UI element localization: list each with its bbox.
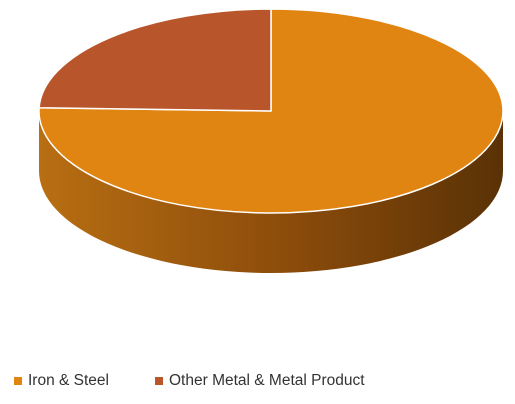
legend-label-iron-steel: Iron & Steel	[28, 372, 109, 389]
pie-side-wall-surface	[39, 111, 503, 273]
pie-top-face	[38, 8, 504, 214]
legend-item-iron-steel[interactable]: Iron & Steel	[14, 372, 109, 390]
legend-item-other-metal[interactable]: Other Metal & Metal Product	[155, 372, 365, 390]
legend-swatch-other-metal	[155, 377, 163, 385]
legend-label-other-metal: Other Metal & Metal Product	[169, 372, 365, 389]
pie-side-wall	[39, 111, 503, 273]
pie-slice-other-metal-metal-product	[38, 8, 272, 112]
legend: Iron & Steel Other Metal & Metal Product	[14, 372, 365, 390]
legend-swatch-iron-steel	[14, 377, 22, 385]
